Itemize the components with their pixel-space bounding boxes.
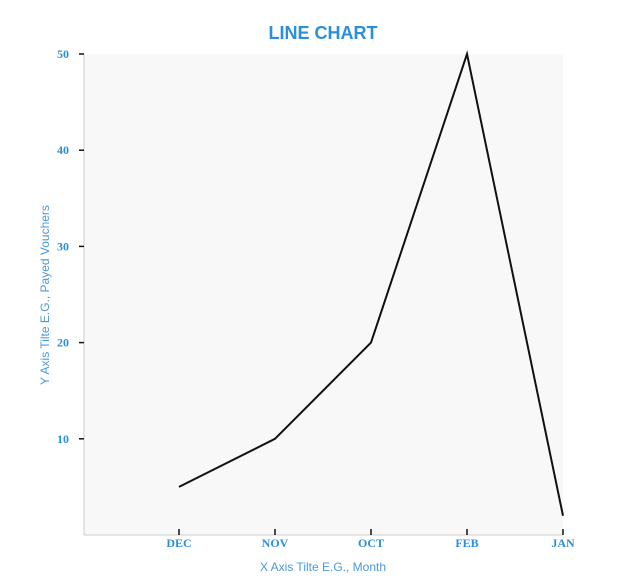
x-tick-label: FEB — [455, 536, 478, 550]
chart-title: LINE CHART — [269, 23, 378, 43]
y-axis-ticks: 10 20 30 40 50 — [57, 47, 84, 446]
series-line — [178, 50, 564, 516]
y-tick-label: 20 — [57, 336, 69, 350]
y-tick-label: 50 — [57, 47, 69, 61]
x-axis-title: X Axis Tilte E.G., Month — [260, 560, 386, 574]
y-tick-label: 10 — [57, 432, 69, 446]
plot-area-background — [84, 54, 563, 535]
x-tick-label: NOV — [262, 536, 289, 550]
y-axis-title: Y Axis Tilte E.G., Payed Vouchers — [38, 205, 52, 385]
y-tick-label: 30 — [57, 239, 69, 253]
y-tick-label: 40 — [57, 143, 69, 157]
x-tick-label: DEC — [166, 536, 191, 550]
x-axis-ticks: DEC NOV OCT FEB JAN — [166, 529, 575, 550]
x-tick-label: OCT — [358, 536, 384, 550]
x-tick-label: JAN — [551, 536, 575, 550]
